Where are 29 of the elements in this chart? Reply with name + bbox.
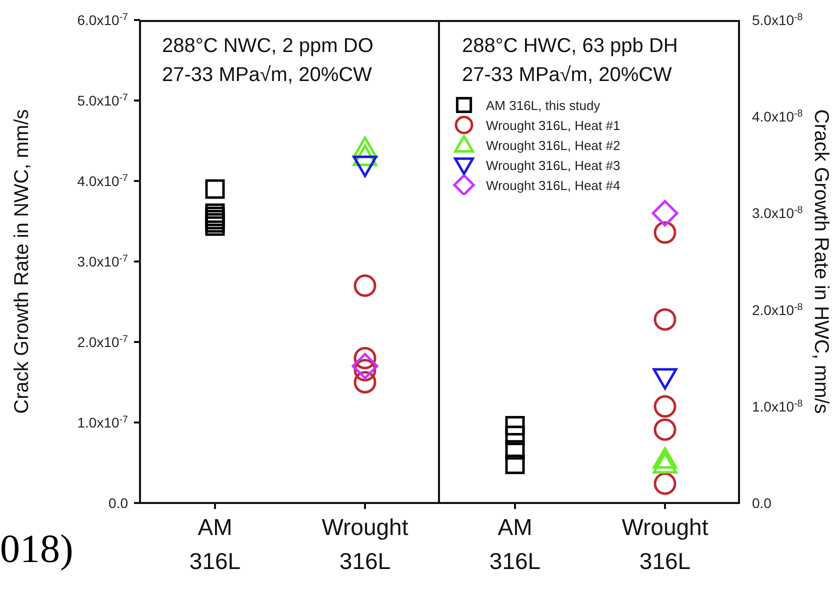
y-tick-label: 1.0x10$^{-7}$: [77, 414, 128, 430]
y-tick-label: 3.0x10$^{-7}$: [77, 253, 128, 270]
y-tick-label: 2.0x10$^{-7}$: [77, 334, 128, 350]
legend-label: Wrought 316L, Heat #3: [486, 158, 620, 172]
y2-tick-label: 3.0x10$^{-8}$: [752, 204, 804, 222]
y2-tick-label: 1.0x10$^{-8}$: [752, 398, 804, 414]
y2-tick-label: 5.0x10$^{-8}$: [752, 12, 804, 28]
y-tick-label: 0.0: [108, 495, 128, 511]
annotation: 288°C NWC, 2 ppm DO: [162, 34, 374, 59]
y2-axis-title: Crack Growth Rate in HWC, mm/s: [810, 109, 832, 414]
y-tick-label: 6.0x10$^{-7}$: [77, 12, 128, 28]
y-tick-label: 4.0x10$^{-7}$: [77, 172, 128, 189]
annotation: 27-33 MPa√m, 20%CW: [162, 63, 373, 88]
legend-label: Wrought 316L, Heat #1: [486, 118, 620, 132]
y-tick-label: 5.0x10$^{-7}$: [77, 92, 128, 108]
x-tick-label: Wrought 316L: [322, 514, 409, 574]
legend-label: Wrought 316L, Heat #4: [486, 178, 620, 192]
y2-tick-label: 2.0x10$^{-8}$: [752, 301, 804, 318]
annotation: 288°C HWC, 63 ppb DH: [462, 34, 678, 59]
x-tick-label: Wrought 316L: [622, 514, 709, 574]
legend-label: AM 316L, this study: [486, 98, 600, 112]
y2-tick-label: 4.0x10$^{-8}$: [752, 108, 804, 125]
y2-tick-label: 0.0: [752, 495, 772, 511]
legend-label: Wrought 316L, Heat #2: [486, 138, 620, 152]
y-axis-title: Crack Growth Rate in NWC, mm/s: [11, 109, 33, 414]
x-tick-label: AM 316L: [189, 514, 241, 574]
text: 018): [0, 525, 74, 572]
x-tick-label: AM 316L: [489, 514, 541, 574]
annotation: 27-33 MPa√m, 20%CW: [462, 63, 673, 88]
